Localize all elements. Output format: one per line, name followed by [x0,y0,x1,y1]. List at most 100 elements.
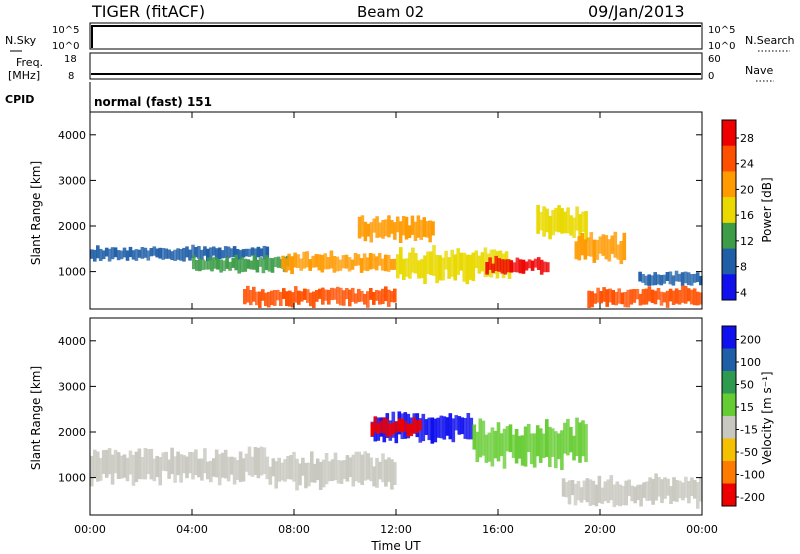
power-echo-cell [410,215,415,235]
power-echo-cell [494,255,498,271]
velocity-echo-cell [654,473,658,501]
velocity-echo-cell [693,479,697,499]
power-colorbar-tick-label: 20 [740,183,754,196]
power-echo-cell [206,248,210,262]
power-echo-cell [143,247,148,258]
power-echo-cell [347,257,352,272]
power-colorbar-swatch [722,248,736,275]
velocity-echo-cell [375,457,379,488]
power-echo-cell [598,236,603,254]
velocity-echo-cell [618,484,622,507]
power-colorbar-tick-label: 4 [740,286,747,299]
power-echo-cell [261,258,266,274]
power-echo-cell [497,258,501,272]
power-echo-cell [228,261,232,271]
velocity-echo-cell [191,452,195,480]
power-echo-cell [213,256,217,269]
velocity-echo-cell [295,458,299,491]
velocity-echo-cell [511,434,516,458]
power-echo-cell [219,259,223,273]
velocity-echo-cell [286,456,290,480]
velocity-echo-cell [520,435,525,466]
velocity-echo-cell [584,424,588,463]
velocity-echo-cell [576,480,581,501]
power-echo-cell [632,289,637,303]
power-echo-cell [170,251,174,260]
velocity-echo-cell [666,478,670,496]
power-echo-cell [249,260,254,270]
power-echo-cell [357,216,362,239]
velocity-colorbar-tick-label: 100 [740,356,761,369]
power-echo-cell [366,223,371,237]
velocity-echo-cell [220,452,225,478]
power-colorbar-tick-label: 24 [740,158,754,171]
power-echo-cell [468,254,473,280]
power-echo-cell [243,289,247,305]
velocity-echo-cell [376,423,381,434]
power-echo-cell [119,250,124,260]
power-echo-cell [386,254,391,272]
power-echo-cell [240,257,244,273]
velocity-echo-cell [606,479,611,504]
power-echo-cell [371,253,376,269]
velocity-echo-cell [454,415,459,431]
power-echo-cell [677,273,682,282]
velocity-ylabel: Slant Range [km] [29,366,43,470]
power-echo-cell [256,246,261,258]
velocity-echo-cell [298,463,302,486]
velocity-echo-cell [415,420,420,433]
power-echo-cell [222,260,226,272]
power-echo-cell [375,290,379,301]
velocity-colorbar-swatch [722,438,736,462]
velocity-echo-cell [472,424,477,450]
power-echo-cell [259,248,264,257]
velocity-echo-cell [336,460,341,484]
power-echo-cell [261,289,265,301]
nsky-panel: N.Sky 10^5 10^0 10^5 10^0 N.Search [5,22,795,52]
power-colorbar-swatch [722,171,736,198]
power-echo-cell [336,286,340,304]
power-echo-cell [536,204,540,234]
power-echo-cell [641,274,645,283]
velocity-echo-cell [116,452,121,479]
velocity-xtick-label: 08:00 [278,523,310,536]
velocity-ytick-label: 2000 [58,426,86,439]
velocity-echo-cell [615,481,620,506]
power-echo-cell [368,253,373,270]
power-echo-cell [425,221,429,238]
power-echo-cell [270,258,275,273]
power-echo-cell [247,248,252,257]
power-echo-cell [253,248,258,261]
velocity-echo-cell [648,477,652,501]
power-echo-cell [587,290,591,308]
nsearch-tick-high: 10^5 [708,25,735,36]
power-echo-cell [131,250,136,260]
power-colorbar-tick-label: 12 [740,235,754,248]
power-echo-cell [659,275,664,286]
power-colorbar-frame [721,119,737,301]
power-echo-cell [369,222,373,243]
power-echo-cell [284,258,288,273]
power-echo-cell [146,250,151,261]
power-ytick-label: 4000 [58,129,86,142]
power-echo-cell [212,246,216,256]
power-echo-cell [357,288,361,303]
power-echo-cell [432,245,436,276]
velocity-echo-cell [412,417,417,434]
velocity-echo-cell [256,447,261,479]
velocity-echo-cell [517,435,522,459]
power-echo-cell [246,285,250,303]
power-echo-cell [137,249,142,258]
power-echo-cell [680,285,685,303]
power-echo-cell [315,290,319,302]
velocity-echo-cell [185,456,189,479]
power-echo-cell [203,246,207,256]
power-echo-cell [668,288,673,302]
power-echo-cell [554,207,558,232]
velocity-echo-cell [373,416,378,433]
velocity-echo-cell [460,417,465,435]
power-echo-cell [601,234,606,256]
power-echo-cell [185,246,189,258]
power-echo-cell [491,263,495,273]
power-echo-cell [623,292,628,308]
